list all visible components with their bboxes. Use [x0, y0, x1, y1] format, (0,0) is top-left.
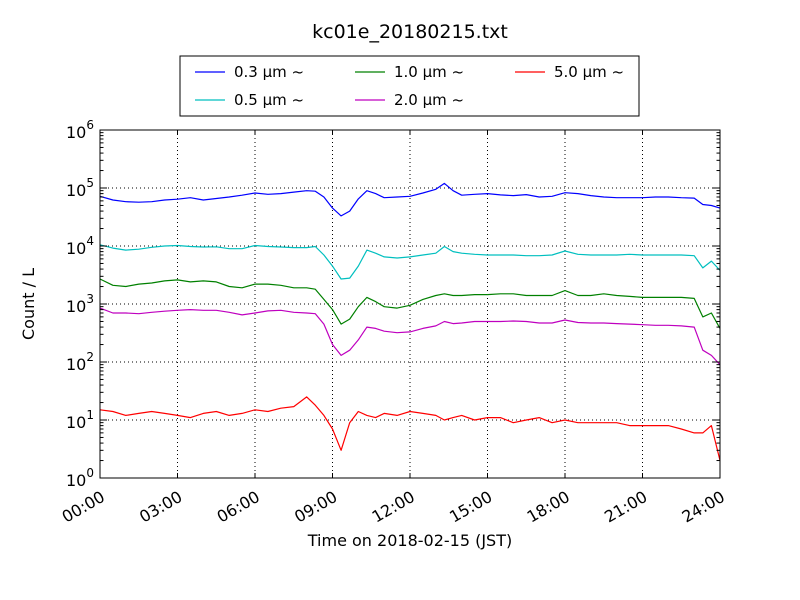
grid-lines — [100, 130, 720, 478]
x-tick-label: 12:00 — [369, 487, 418, 527]
series-line — [99, 278, 721, 329]
x-tick-label: 03:00 — [136, 487, 185, 527]
legend-label: 0.5 μm ~ — [234, 91, 304, 109]
x-tick-label: 06:00 — [214, 487, 263, 527]
series-line — [99, 307, 721, 366]
x-tick-label: 09:00 — [291, 487, 340, 527]
legend-label: 1.0 μm ~ — [394, 63, 464, 81]
y-tick-label: 103 — [66, 292, 94, 316]
y-tick-label: 106 — [66, 118, 94, 142]
y-tick-label: 100 — [66, 466, 94, 490]
y-axis-label: Count / L — [19, 268, 38, 340]
y-tick-label: 105 — [66, 176, 94, 200]
x-tick-label: 21:00 — [601, 487, 650, 527]
legend-label: 0.3 μm ~ — [234, 63, 304, 81]
y-tick-label: 104 — [66, 234, 94, 258]
legend-box — [179, 55, 640, 117]
series-line — [99, 182, 721, 217]
x-tick-label: 24:00 — [679, 487, 728, 527]
x-tick-label: 00:00 — [59, 487, 108, 527]
legend-label: 2.0 μm ~ — [394, 91, 464, 109]
x-tick-label: 18:00 — [524, 487, 573, 527]
chart-title: kc01e_20180215.txt — [312, 21, 508, 43]
series-layer — [99, 182, 721, 461]
y-tick-label: 102 — [66, 350, 94, 374]
x-tick-label: 15:00 — [446, 487, 495, 527]
legend: 0.3 μm ~ 0.5 μm ~ 1.0 μm ~ 2.0 μm ~ 5.0 μm ~ — [179, 55, 640, 117]
x-axis-label: Time on 2018-02-15 (JST) — [307, 531, 512, 550]
series-line — [99, 396, 721, 461]
legend-label: 5.0 μm ~ — [554, 63, 624, 81]
series-line — [99, 244, 721, 280]
y-tick-label: 101 — [66, 408, 94, 432]
axis-ticks: 00:00 03:00 06:00 09:00 12:00 15:00 18:00 21:00… — [59, 118, 728, 527]
